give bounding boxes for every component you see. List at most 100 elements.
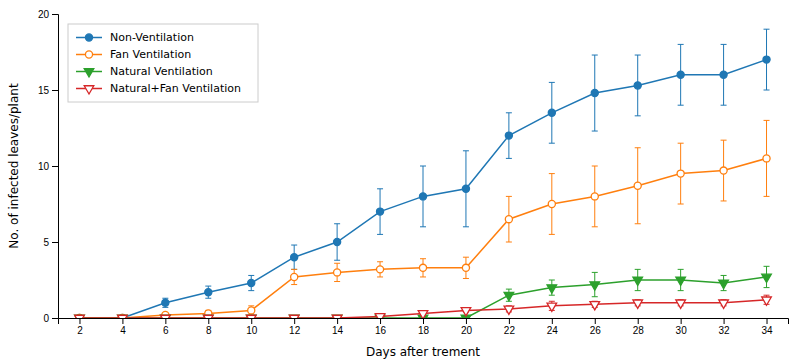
point	[118, 315, 128, 318]
tick-label: 20	[38, 9, 50, 20]
point	[590, 282, 600, 290]
tick: 18	[418, 318, 430, 336]
point	[719, 300, 729, 308]
point	[375, 314, 385, 318]
point	[591, 89, 598, 96]
series-line	[79, 158, 766, 318]
error-bar	[592, 55, 598, 131]
tick-mark	[52, 242, 58, 243]
point	[634, 82, 641, 89]
point	[763, 155, 770, 162]
point	[203, 315, 213, 318]
tick: 15	[38, 85, 58, 96]
point	[246, 315, 256, 318]
point	[547, 303, 557, 311]
point	[419, 264, 426, 271]
tick-mark	[466, 318, 467, 324]
tick: 26	[590, 318, 602, 336]
tick-mark	[79, 318, 80, 324]
legend-label: Natural+Fan Ventilation	[110, 82, 241, 95]
tick-mark	[767, 318, 768, 324]
legend-marker	[84, 69, 94, 77]
error-bar	[463, 151, 469, 227]
x-axis-title: Days after trement	[366, 345, 480, 359]
series	[75, 295, 772, 318]
point	[289, 315, 299, 318]
legend-marker	[85, 51, 92, 58]
tick: 28	[633, 318, 645, 336]
error-bar	[162, 298, 168, 307]
tick-mark	[509, 318, 510, 324]
tick-label: 16	[375, 325, 387, 336]
tick-mark	[595, 318, 596, 324]
point	[162, 299, 169, 306]
tick-mark	[208, 318, 209, 324]
error-bar	[334, 263, 340, 281]
tick: 30	[676, 318, 688, 336]
tick-mark	[638, 318, 639, 324]
error-bar	[549, 82, 555, 143]
error-bar	[463, 257, 469, 278]
tick-label: 2	[77, 325, 83, 336]
tick-mark	[380, 318, 381, 324]
tick: 32	[719, 318, 731, 336]
series	[75, 266, 772, 318]
point	[677, 71, 684, 78]
error-bar	[721, 140, 727, 201]
tick-mark	[681, 318, 682, 324]
error-bar	[377, 262, 383, 277]
axis-line	[52, 15, 59, 319]
point	[118, 315, 128, 318]
point	[462, 264, 469, 271]
point	[676, 300, 686, 308]
point	[376, 266, 383, 273]
point	[719, 280, 729, 288]
legend-item: Non-Ventilation	[76, 31, 194, 44]
error-bar	[721, 44, 727, 105]
error-bar	[506, 113, 512, 159]
tick: 6	[163, 318, 169, 336]
point	[376, 208, 383, 215]
tick: 5	[43, 237, 58, 248]
error-bar	[549, 174, 555, 235]
error-bar	[635, 55, 641, 116]
error-bar	[506, 196, 512, 242]
series	[76, 120, 770, 318]
legend-label: Non-Ventilation	[110, 31, 194, 44]
point	[762, 274, 772, 282]
legend: Non-VentilationFan VentilationNatural Ve…	[68, 24, 258, 102]
tick: 14	[332, 318, 344, 336]
tick-label: 28	[633, 325, 645, 336]
error-bar	[592, 166, 598, 227]
point	[334, 238, 341, 245]
error-bar	[420, 259, 426, 277]
tick-mark	[52, 90, 58, 91]
error-bar	[377, 189, 383, 235]
error-bar	[248, 306, 254, 315]
point	[548, 200, 555, 207]
tick-label: 30	[676, 325, 688, 336]
point	[205, 289, 212, 296]
error-bar	[764, 120, 770, 196]
tick-mark	[52, 166, 58, 167]
tick-label: 32	[719, 325, 731, 336]
legend-item: Natural Ventilation	[76, 65, 213, 78]
tick-mark	[552, 318, 553, 324]
tick: 12	[289, 318, 301, 336]
point	[763, 56, 770, 63]
plot-area: 24681012141618202224262830323405101520Da…	[7, 9, 789, 359]
tick-label: 8	[206, 325, 212, 336]
tick-mark	[423, 318, 424, 324]
error-bar	[334, 224, 340, 260]
legend-label: Natural Ventilation	[110, 65, 213, 78]
error-bar	[420, 166, 426, 227]
tick-mark	[52, 318, 58, 319]
tick-label: 18	[418, 325, 430, 336]
tick-label: 26	[590, 325, 602, 336]
tick-label: 12	[289, 325, 301, 336]
tick-mark	[724, 318, 725, 324]
error-bar	[291, 269, 297, 284]
error-bar	[291, 245, 297, 269]
tick: 10	[246, 318, 258, 336]
tick: 2	[77, 318, 83, 336]
